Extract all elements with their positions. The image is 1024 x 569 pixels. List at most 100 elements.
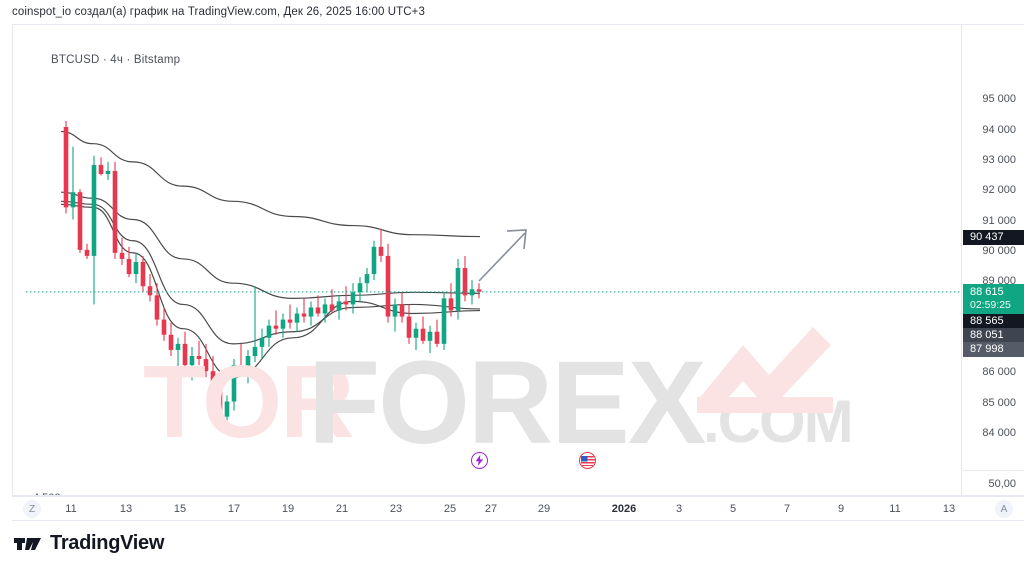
ma-badge-2[interactable]: 88 051 [963, 328, 1024, 343]
candle-body [112, 170, 118, 253]
candle-body [259, 337, 265, 347]
candlestick-series [26, 120, 974, 435]
candle-body [308, 307, 314, 317]
candle-body [210, 371, 216, 390]
candle-body [392, 304, 398, 317]
moving-average-line [60, 203, 481, 378]
time-axis-reset-button[interactable]: Z [23, 500, 41, 518]
candle-body [357, 283, 363, 293]
time-axis-tick: 11 [889, 503, 901, 515]
candle-body [420, 328, 426, 341]
time-axis-tick: 9 [837, 503, 845, 515]
time-axis-tick: 23 [389, 503, 403, 515]
candle-body [364, 274, 370, 284]
price-axis-tick: 85 000 [982, 396, 1016, 409]
candle-body [441, 298, 447, 344]
time-axis-tick: 25 [443, 503, 457, 515]
candle-body [203, 359, 209, 372]
trend-arrow[interactable] [465, 215, 535, 285]
price-axis[interactable]: 95 000 94 000 93 000 92 000 91 000 90 000 89 0… [961, 24, 1024, 515]
lightning-bolt-icon [475, 455, 484, 466]
time-axis-tick: 11 [65, 503, 77, 515]
candle-body [63, 126, 69, 208]
candle-body [280, 319, 286, 329]
candle-body [427, 331, 433, 341]
moving-average-line [60, 130, 481, 238]
chart-frame[interactable]: TOR FOREX .COM BTCUSD · 4ч · Bitstamp [12, 24, 1012, 496]
candle-body [161, 319, 167, 335]
ma-badge-1[interactable]: 88 565 [963, 314, 1024, 329]
price-plot-area[interactable] [26, 50, 974, 492]
moving-average-line [60, 200, 481, 345]
candle-body [126, 258, 132, 275]
time-axis-auto-button[interactable]: A [995, 500, 1013, 518]
candle-body [91, 164, 97, 256]
candle-body [105, 170, 111, 174]
price-axis-tick: 86 000 [982, 366, 1016, 379]
time-axis-tick: 3 [675, 503, 683, 515]
candle-body [371, 246, 377, 275]
candle-body [322, 304, 328, 314]
candle-body [182, 343, 188, 366]
price-axis-tick: 84 000 [982, 426, 1016, 439]
volume-axis-tick: 50,00 [988, 478, 1016, 490]
time-axis-tick: 27 [484, 503, 498, 515]
last-price-badge[interactable]: 88 615 02:59:25 [963, 283, 1024, 314]
ma-badge-3[interactable]: 87 998 [963, 342, 1024, 357]
candle-body [245, 356, 251, 372]
candle-body [189, 356, 195, 366]
candle-body [336, 301, 342, 311]
axis-separator [962, 470, 1024, 471]
price-axis-tick: 93 000 [982, 153, 1016, 166]
candle-body [343, 301, 349, 305]
candle-body [462, 268, 468, 296]
time-axis-tick: 5 [729, 503, 737, 515]
candle-body [266, 325, 272, 338]
attribution-text: coinspot_io создал(а) график на TradingV… [12, 6, 425, 18]
candle-body [399, 304, 405, 317]
time-axis-tick: 29 [537, 503, 551, 515]
candle-body [469, 289, 475, 296]
candle-body [70, 192, 76, 208]
candle-body [301, 313, 307, 317]
last-price-countdown: 02:59:25 [970, 298, 1011, 311]
time-axis-tick: 13 [119, 503, 133, 515]
candle-body [406, 316, 412, 338]
time-axis-tick: 13 [942, 503, 956, 515]
price-axis-tick: 91 000 [982, 214, 1016, 227]
candle-body [413, 328, 419, 338]
candle-body [434, 331, 440, 344]
candle-body [455, 268, 461, 311]
candle-body [287, 319, 293, 323]
candle-body [476, 289, 482, 292]
time-axis-tick: 15 [173, 503, 187, 515]
candle-body [350, 292, 356, 305]
time-axis[interactable]: Z A 11 13 15 17 19 21 23 25 27 29 2026 3 5 7 9 11 13 [12, 496, 1024, 521]
event-marker-lightning[interactable] [471, 452, 488, 469]
cursor-price-badge[interactable]: 90 437 [963, 230, 1024, 246]
candle-body [133, 261, 139, 275]
candle-body [294, 313, 300, 323]
event-marker-us-flag[interactable] [579, 452, 596, 469]
candle-body [217, 389, 223, 417]
chart-legend: BTCUSD · 4ч · Bitstamp [51, 54, 181, 66]
candle-body [252, 346, 258, 356]
candle-body [84, 249, 90, 256]
candle-body [224, 401, 230, 417]
candle-body [98, 164, 104, 174]
candle-body [238, 365, 244, 372]
candle-body [231, 365, 237, 402]
candle-body [168, 334, 174, 350]
price-axis-tick: 92 000 [982, 184, 1016, 197]
time-axis-tick: 17 [227, 503, 241, 515]
last-price-value: 88 615 [970, 285, 1004, 298]
us-flag-icon [580, 455, 595, 466]
price-axis-tick: 90 000 [982, 244, 1016, 257]
time-axis-tick: 19 [281, 503, 295, 515]
candle-body [196, 356, 202, 360]
candle-body [448, 298, 454, 311]
price-axis-tick: 94 000 [982, 123, 1016, 136]
candle-body [119, 252, 125, 259]
tradingview-logo-icon [14, 537, 41, 550]
candle-body [273, 325, 279, 329]
